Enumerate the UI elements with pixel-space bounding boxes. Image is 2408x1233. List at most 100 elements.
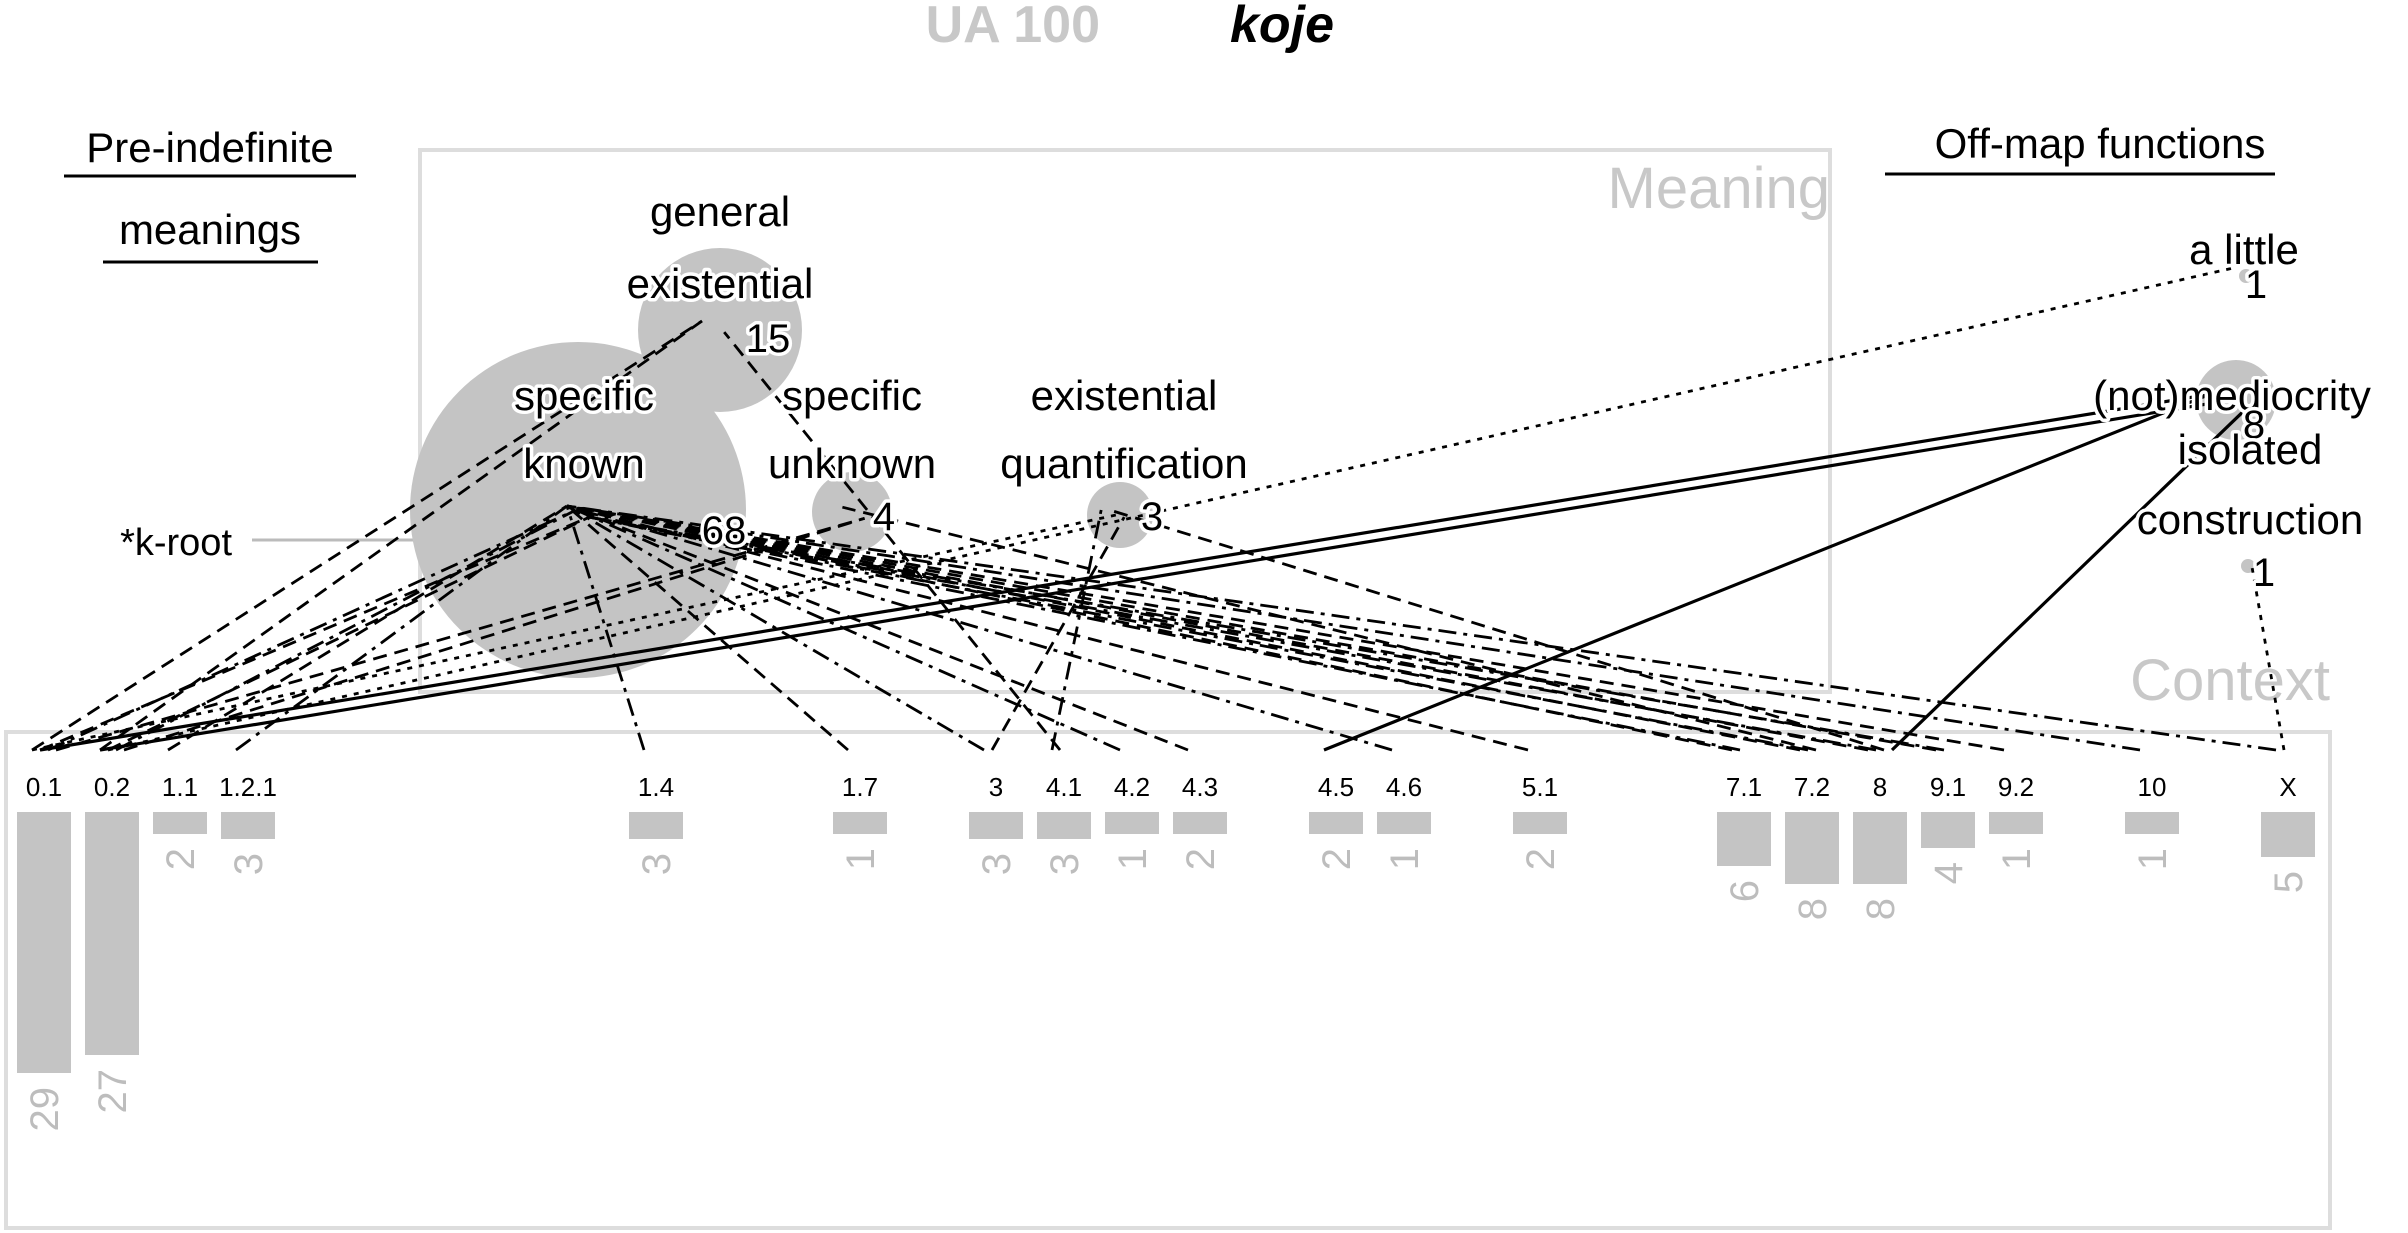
meaning-label-specific_known: specific (514, 372, 654, 419)
context-count: 8 (1791, 898, 1835, 920)
link-line (99, 319, 703, 752)
off-map-heading: Off-map functions (1935, 120, 2266, 167)
context-bar (1309, 812, 1363, 834)
context-count: 2 (159, 848, 203, 870)
context-label: 4.3 (1182, 772, 1218, 802)
context-bar (17, 812, 71, 1073)
context-label: 4.5 (1318, 772, 1354, 802)
context-bar (969, 812, 1023, 839)
link-line (566, 504, 2005, 752)
link-line (566, 504, 2141, 752)
context-count: 3 (227, 853, 271, 875)
link-line (1109, 508, 1885, 752)
link-line (235, 504, 568, 752)
context-bar (1037, 812, 1091, 839)
context-label: 4.6 (1386, 772, 1422, 802)
context-bar (85, 812, 139, 1055)
offmap-label-isolated_construction: construction (2137, 496, 2363, 543)
link-line (990, 516, 1126, 751)
k-root-label: *k-root (120, 522, 232, 564)
context-bars: 0.1 29 0.2 27 1.1 2 1.2.1 3 1.4 3 1.7 1 3 3 4.1 3 4.2 1 4.… (17, 772, 2315, 1132)
title-code: UA 100 (926, 0, 1100, 54)
meaning-label-general_existential: general (650, 188, 790, 235)
meaning-label-specific_known: known (523, 440, 644, 487)
context-count: 4 (1927, 862, 1971, 884)
link-line (588, 515, 1741, 752)
title-word: koje (1230, 0, 1334, 54)
context-label: X (2279, 772, 2296, 802)
context-count: 1 (1995, 848, 2039, 870)
offmap-count-not_mediocrity: 8 (2243, 403, 2265, 447)
context-bar (2125, 812, 2179, 834)
meaning-label-specific_unknown: unknown (768, 440, 936, 487)
context-bar (1989, 812, 2043, 834)
meaning-label-general_existential: existential (627, 260, 814, 307)
context-panel (4, 730, 2332, 1230)
meaning-label-specific_unknown: specific (782, 372, 922, 419)
context-bar (2261, 812, 2315, 857)
context-label: 4.1 (1046, 772, 1082, 802)
pre-indefinite-heading-line2: meanings (119, 206, 301, 253)
context-label: 1.1 (162, 772, 198, 802)
context-count: 3 (975, 853, 1019, 875)
link-line (167, 504, 568, 752)
context-label: 1.4 (638, 772, 674, 802)
context-bar (833, 812, 887, 834)
link-line (123, 516, 866, 752)
context-label: 1.7 (842, 772, 878, 802)
offmap-bubble-not_mediocrity (2196, 360, 2276, 440)
context-count: 1 (1111, 848, 1155, 870)
meaning-count-general_existential: 15 (746, 317, 791, 361)
context-label: 7.1 (1726, 772, 1762, 802)
meaning-panel-label: Meaning (1608, 156, 1830, 221)
link-line (99, 397, 2236, 752)
link-line (1050, 505, 1104, 751)
context-bar (1105, 812, 1159, 834)
link-line (47, 508, 576, 752)
context-bar (1921, 812, 1975, 848)
link-line (39, 390, 2222, 752)
offmap-label-isolated_construction: isolated (2178, 426, 2323, 473)
link-line (566, 504, 985, 752)
context-count: 5 (2267, 871, 2311, 893)
meaning-bubble-existential_quantification (1087, 482, 1153, 548)
context-label: 1.2.1 (219, 772, 277, 802)
context-count: 2 (1315, 848, 1359, 870)
link-line (31, 319, 703, 752)
offmap-count-a_little: 1 (2245, 263, 2267, 307)
link-line (566, 504, 1937, 752)
context-count: 2 (1519, 848, 1563, 870)
meaning-labels: general existential 15 specific known 68 speci… (510, 185, 2374, 599)
context-label: 9.1 (1930, 772, 1966, 802)
context-label: 5.1 (1522, 772, 1558, 802)
meaning-label-existential_quantification: quantification (1000, 440, 1248, 487)
context-label: 10 (2138, 772, 2167, 802)
link-line (1890, 405, 2250, 752)
link-line (1323, 389, 2219, 752)
context-count: 1 (1383, 848, 1427, 870)
context-count: 3 (1043, 853, 1087, 875)
context-bar (1513, 812, 1567, 834)
context-label: 4.2 (1114, 772, 1150, 802)
link-line (723, 331, 1062, 751)
link-line (566, 504, 849, 752)
offmap-label-a_little: a little (2189, 226, 2299, 273)
meaning-count-specific_unknown: 4 (873, 495, 895, 539)
context-count: 2 (1179, 848, 1223, 870)
context-bar (153, 812, 207, 834)
context-bar (629, 812, 683, 839)
context-count: 27 (91, 1069, 135, 1114)
link-line (588, 515, 1877, 752)
meaning-bubble-general_existential (638, 248, 802, 412)
meaning-label-existential_quantification: existential (1031, 372, 1218, 419)
context-count: 6 (1723, 880, 1767, 902)
pre-indefinite-heading-line1: Pre-indefinite (86, 124, 333, 171)
meaning-count-specific_known: 68 (702, 509, 747, 553)
offmap-bubble-a_little (2239, 269, 2253, 283)
context-label: 7.2 (1794, 772, 1830, 802)
link-line (565, 505, 646, 751)
context-count: 29 (23, 1087, 67, 1132)
context-bar (1377, 812, 1431, 834)
context-bar (1173, 812, 1227, 834)
